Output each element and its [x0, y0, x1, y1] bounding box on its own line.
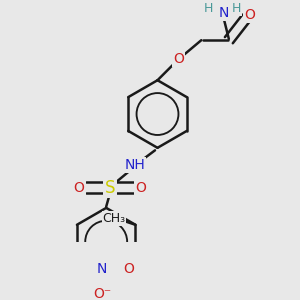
Text: O: O	[135, 181, 146, 195]
Text: S: S	[105, 179, 115, 197]
Text: O: O	[173, 52, 184, 66]
Text: O: O	[74, 181, 85, 195]
Text: NH: NH	[124, 158, 146, 172]
Text: O: O	[244, 8, 255, 22]
Text: N: N	[219, 6, 229, 20]
Text: O⁻: O⁻	[93, 286, 111, 300]
Text: H: H	[204, 2, 214, 15]
Text: H: H	[232, 2, 241, 15]
Text: N: N	[97, 262, 107, 276]
Text: O: O	[124, 262, 134, 276]
Text: CH₃: CH₃	[103, 212, 126, 225]
